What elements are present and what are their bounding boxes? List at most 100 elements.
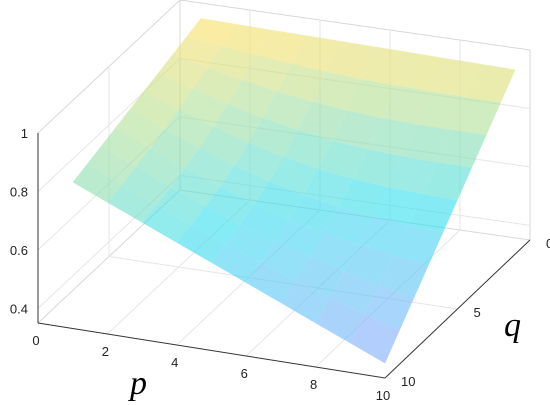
- surface-patch: [431, 58, 481, 97]
- surface-patch: [86, 145, 136, 185]
- surface-patch: [379, 255, 429, 299]
- surface-patch: [227, 79, 277, 118]
- surface-patch: [373, 187, 423, 225]
- surface-patch: [211, 244, 261, 283]
- surface-patch: [326, 41, 376, 79]
- surface-patch: [256, 29, 306, 64]
- surface-patch: [254, 181, 304, 220]
- surface-patch: [367, 118, 417, 157]
- z-tick-label: 0.8: [10, 184, 28, 199]
- surface-patch: [242, 55, 292, 92]
- surface-patch: [246, 262, 296, 303]
- surface-patch: [303, 168, 353, 207]
- surface-patch: [408, 194, 458, 233]
- surface-patch: [277, 63, 327, 102]
- surface-patch: [219, 165, 269, 204]
- surface-patch: [338, 178, 388, 217]
- surface-patch: [381, 85, 432, 125]
- surface-patch: [280, 280, 330, 324]
- surface-mesh: [72, 18, 516, 364]
- y-tick-label: 10: [401, 374, 415, 389]
- y-tick-label: 0: [546, 236, 550, 251]
- surface-patch: [101, 127, 151, 167]
- surface-patch: [451, 97, 501, 135]
- surface-patch: [295, 257, 345, 298]
- x-tick-label: 10: [376, 388, 390, 403]
- x-tick-label: 4: [171, 355, 178, 370]
- y-axis-label: q: [504, 307, 521, 344]
- surface-patch: [178, 88, 228, 127]
- surface-patch: [361, 46, 411, 86]
- surface-patch: [186, 18, 236, 46]
- surface-patch: [225, 224, 275, 263]
- surface-patch: [129, 91, 179, 130]
- surface-patch: [291, 35, 341, 72]
- surface-patch: [309, 232, 359, 272]
- surface-patch: [422, 162, 472, 201]
- z-tick-label: 0.4: [10, 301, 28, 316]
- surface-patch: [289, 195, 339, 233]
- x-tick-label: 2: [102, 344, 109, 359]
- z-tick-label: 0.6: [10, 243, 28, 258]
- x-axis-line: [37, 322, 386, 379]
- y-axis-line: [384, 239, 531, 379]
- surface-patch: [275, 219, 325, 258]
- y-tick-label: 5: [474, 305, 481, 320]
- surface-patch: [142, 205, 192, 243]
- surface-patch: [213, 103, 263, 143]
- surface-patch: [164, 109, 214, 148]
- x-tick-label: 8: [310, 377, 317, 392]
- surface-patch: [107, 184, 157, 223]
- surface-patch: [466, 63, 516, 103]
- surface-patch: [172, 36, 222, 68]
- surface-patch: [115, 109, 165, 149]
- surface-patch: [352, 149, 403, 188]
- surface-patch: [416, 91, 467, 130]
- surface-patch: [283, 130, 333, 169]
- surface-patch: [268, 156, 319, 195]
- surface-patch: [330, 271, 380, 315]
- surface-patch: [207, 45, 257, 80]
- surface-patch: [199, 126, 249, 166]
- surface-patch: [387, 156, 438, 194]
- surface-patch: [234, 142, 284, 182]
- surface-patch: [135, 148, 185, 187]
- surface-patch: [193, 67, 243, 104]
- surface-patch: [150, 129, 200, 169]
- surface-patch: [350, 314, 400, 364]
- surface-patch: [176, 224, 226, 263]
- surface-patch: [318, 140, 368, 179]
- surface-patch: [143, 73, 193, 110]
- surface-patch: [332, 110, 382, 150]
- surface-patch: [346, 79, 397, 118]
- surface-patch: [260, 241, 310, 281]
- x-tick-label: 6: [241, 366, 248, 381]
- surface-patch: [324, 206, 374, 245]
- surface-patch: [358, 216, 409, 256]
- surface-patch: [72, 164, 122, 203]
- box-edge: [179, 0, 531, 51]
- surface-patch: [158, 54, 208, 89]
- x-axis-label: p: [128, 365, 147, 402]
- z-tick-label: 1: [21, 126, 28, 141]
- surface-patch: [437, 129, 487, 168]
- surface-patch: [297, 101, 347, 141]
- surface-patch: [191, 206, 241, 245]
- surface-patch: [393, 225, 443, 266]
- surface-patch: [248, 117, 298, 157]
- surface-patch: [240, 203, 290, 242]
- surface-patch: [402, 124, 452, 163]
- surface-patch: [364, 285, 414, 331]
- surface-patch: [221, 24, 271, 55]
- surface-patch: [315, 297, 365, 344]
- surface-patch: [156, 187, 206, 225]
- surface-patch: [185, 148, 235, 187]
- surface-patch: [396, 52, 446, 92]
- surface-patch: [205, 186, 255, 225]
- surface-patch: [121, 166, 171, 205]
- surface-patch: [344, 244, 394, 286]
- surface-patch: [262, 91, 312, 130]
- surface-patch: [170, 168, 220, 207]
